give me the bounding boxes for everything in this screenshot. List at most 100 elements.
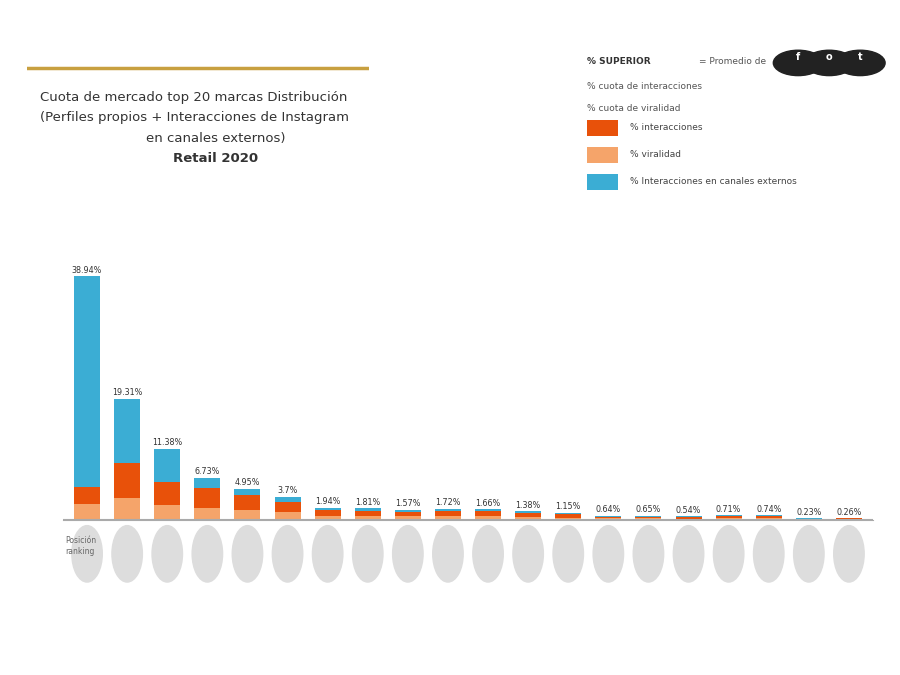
Circle shape	[794, 526, 824, 582]
Bar	[515, 517, 541, 520]
Bar	[595, 516, 621, 518]
Text: t: t	[858, 53, 862, 62]
Bar	[475, 511, 501, 516]
Text: 11.38%: 11.38%	[152, 438, 183, 447]
Bar	[154, 449, 180, 481]
Text: 19.31%: 19.31%	[112, 388, 142, 398]
Bar	[676, 517, 702, 519]
Circle shape	[634, 526, 663, 582]
Text: 1.15%: 1.15%	[555, 502, 580, 511]
Bar	[716, 515, 742, 516]
Bar	[315, 510, 341, 516]
Bar	[475, 516, 501, 520]
Text: Retail 2020: Retail 2020	[174, 152, 258, 165]
Bar	[676, 516, 702, 517]
Text: 1.72%: 1.72%	[436, 498, 461, 508]
Circle shape	[593, 526, 624, 582]
Bar	[515, 511, 541, 513]
Bar	[395, 516, 421, 520]
Circle shape	[714, 526, 744, 582]
Circle shape	[312, 526, 343, 582]
Bar	[234, 510, 260, 520]
Circle shape	[673, 526, 704, 582]
Bar	[74, 504, 100, 520]
Text: 1.57%: 1.57%	[395, 500, 420, 508]
Text: 4.95%: 4.95%	[235, 478, 260, 487]
Bar	[756, 515, 782, 516]
Bar	[756, 518, 782, 520]
Text: 6.73%: 6.73%	[194, 467, 220, 476]
Text: 0.54%: 0.54%	[676, 506, 701, 515]
Bar	[114, 464, 140, 498]
Bar	[435, 509, 461, 511]
Bar	[435, 511, 461, 516]
Bar	[475, 510, 501, 511]
Bar	[234, 495, 260, 510]
Text: 0.71%: 0.71%	[716, 505, 742, 514]
Bar	[194, 478, 220, 489]
Circle shape	[392, 526, 423, 582]
Bar	[274, 502, 301, 512]
Bar	[587, 120, 618, 136]
Text: % cuota de viralidad: % cuota de viralidad	[587, 104, 680, 113]
Text: 1.81%: 1.81%	[356, 498, 381, 507]
Bar	[587, 174, 618, 190]
Bar	[716, 518, 742, 520]
Text: = Promedio de: = Promedio de	[698, 57, 766, 65]
Text: 1.38%: 1.38%	[516, 501, 541, 510]
Circle shape	[472, 526, 503, 582]
Bar	[274, 497, 301, 502]
Text: 0.26%: 0.26%	[836, 508, 861, 516]
Bar	[154, 481, 180, 506]
Circle shape	[72, 526, 103, 582]
Bar	[355, 508, 381, 511]
Bar	[555, 518, 581, 520]
Circle shape	[753, 526, 784, 582]
Bar	[154, 506, 180, 520]
Text: % SUPERIOR: % SUPERIOR	[587, 57, 651, 65]
Bar	[194, 508, 220, 520]
Bar	[716, 516, 742, 518]
Bar	[315, 508, 341, 510]
Bar	[635, 518, 662, 520]
Bar	[74, 487, 100, 504]
Text: 1.66%: 1.66%	[475, 499, 500, 508]
Bar	[315, 516, 341, 520]
Text: 0.23%: 0.23%	[796, 508, 822, 517]
Bar	[355, 511, 381, 516]
Bar	[587, 147, 618, 163]
Text: Cuota de mercado top 20 marcas Distribución: Cuota de mercado top 20 marcas Distribuc…	[40, 91, 348, 104]
Text: % Interacciones en canales externos: % Interacciones en canales externos	[631, 178, 797, 186]
Circle shape	[835, 50, 885, 76]
Circle shape	[112, 526, 142, 582]
Circle shape	[232, 526, 263, 582]
Bar	[234, 489, 260, 495]
Bar	[595, 518, 621, 520]
Circle shape	[553, 526, 583, 582]
Circle shape	[353, 526, 383, 582]
Circle shape	[192, 526, 222, 582]
Bar	[555, 512, 581, 514]
Text: f: f	[796, 53, 800, 62]
Bar	[515, 513, 541, 517]
Bar	[635, 516, 662, 518]
Bar	[395, 512, 421, 516]
Text: 1.94%: 1.94%	[315, 497, 340, 506]
Circle shape	[152, 526, 183, 582]
Text: Posición
ranking: Posición ranking	[65, 537, 96, 556]
Bar	[74, 276, 100, 487]
Circle shape	[833, 526, 864, 582]
Text: 0.64%: 0.64%	[596, 505, 621, 514]
Text: 0.74%: 0.74%	[756, 504, 781, 514]
Text: (Perfiles propios + Interacciones de Instagram: (Perfiles propios + Interacciones de Ins…	[40, 111, 349, 124]
Bar	[114, 498, 140, 520]
Text: 38.94%: 38.94%	[72, 265, 103, 275]
Bar	[395, 510, 421, 512]
Text: % interacciones: % interacciones	[631, 124, 703, 132]
Circle shape	[773, 50, 823, 76]
Circle shape	[513, 526, 544, 582]
Bar	[756, 516, 782, 518]
Bar	[676, 519, 702, 520]
Bar	[796, 518, 822, 519]
Bar	[355, 516, 381, 520]
